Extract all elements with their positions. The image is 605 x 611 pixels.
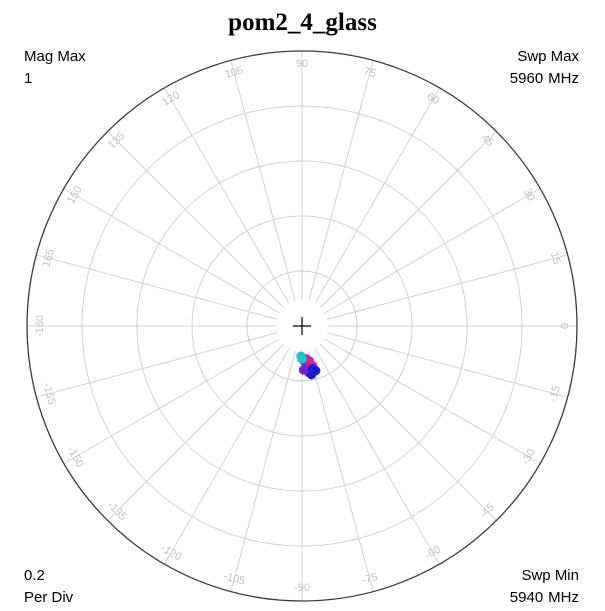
- sweep-min-label: Swp Min: [521, 567, 579, 584]
- grid-spoke-7: [230, 60, 296, 301]
- angle-tick-label: -75: [361, 571, 379, 587]
- sweep-max-unit: MHz: [548, 70, 579, 87]
- grid-spoke-4: [314, 87, 440, 304]
- grid-spoke-22: [324, 338, 541, 464]
- per-div-value: 0.2: [24, 567, 45, 584]
- sweep-min-unit: MHz: [548, 589, 579, 606]
- data-point-s3-p1: [297, 354, 307, 364]
- sweep-max-info: Swp Max 5960 MHz: [510, 46, 579, 90]
- grid-spoke-17: [230, 351, 296, 592]
- grid-spoke-16: [164, 348, 290, 565]
- angle-tick-label: -150: [64, 444, 85, 469]
- angle-tick-label: 0: [558, 323, 570, 329]
- grid-spoke-21: [320, 344, 497, 521]
- angle-tick-label: 90: [296, 58, 308, 70]
- outer-ring: [26, 50, 578, 602]
- data-points: [296, 351, 321, 380]
- angle-tick-label: 15: [548, 251, 563, 266]
- sweep-max-label: Swp Max: [517, 48, 579, 65]
- angle-tick-label: 30: [521, 187, 538, 204]
- sweep-min-info: Swp Min 5940 MHz: [510, 565, 579, 609]
- angle-tick-label: 150: [65, 184, 85, 206]
- angle-tick-label: -165: [40, 382, 57, 406]
- center-crosshair: [293, 317, 311, 335]
- grid-spoke-2: [324, 188, 541, 314]
- grid-spoke-19: [308, 351, 374, 592]
- data-point-s2-p2: [310, 365, 321, 376]
- grid-spoke-15: [107, 344, 284, 521]
- angle-tick-label: 60: [425, 91, 442, 108]
- angle-tick-label: -15: [547, 385, 563, 403]
- sweep-min-value: 5940: [509, 589, 544, 606]
- outer-boundary: [26, 50, 578, 602]
- angle-tick-label: 105: [224, 65, 245, 81]
- polar-grid: [27, 51, 577, 601]
- sweep-min-readout: 5940 MHz: [510, 587, 579, 609]
- angle-tick-label: 75: [362, 65, 377, 80]
- angle-tick-label: -60: [423, 544, 443, 562]
- grid-spoke-8: [164, 87, 290, 304]
- angle-tick-label: 120: [160, 89, 182, 109]
- angle-tick-label: 165: [41, 248, 57, 269]
- angle-tick-label: -105: [222, 570, 246, 587]
- grid-spoke-10: [63, 188, 280, 314]
- grid-spoke-14: [63, 338, 280, 464]
- angle-tick-label: -90: [294, 582, 310, 594]
- grid-spoke-13: [36, 332, 277, 398]
- grid-spoke-5: [308, 60, 374, 301]
- grid-spoke-9: [107, 131, 284, 308]
- grid-spoke-3: [320, 131, 497, 308]
- sweep-max-value: 5960: [509, 70, 544, 87]
- grid-spoke-1: [327, 254, 568, 320]
- angle-tick-label: -120: [159, 542, 184, 563]
- per-div-label: Per Div: [24, 589, 74, 606]
- mag-max-label: Mag Max: [24, 48, 86, 65]
- angle-tick-label: -30: [520, 447, 538, 467]
- grid-spoke-20: [314, 348, 440, 565]
- grid-spoke-11: [36, 254, 277, 320]
- grid-spoke-23: [327, 332, 568, 398]
- chart-title: pom2_4_glass: [228, 9, 377, 36]
- sweep-max-readout: 5960 MHz: [510, 68, 579, 90]
- per-div-info: 0.2 Per Div: [24, 565, 73, 609]
- mag-max-info: Mag Max 1: [24, 46, 86, 90]
- mag-max-value: 1: [24, 70, 33, 87]
- angle-tick-label: -180: [34, 315, 46, 337]
